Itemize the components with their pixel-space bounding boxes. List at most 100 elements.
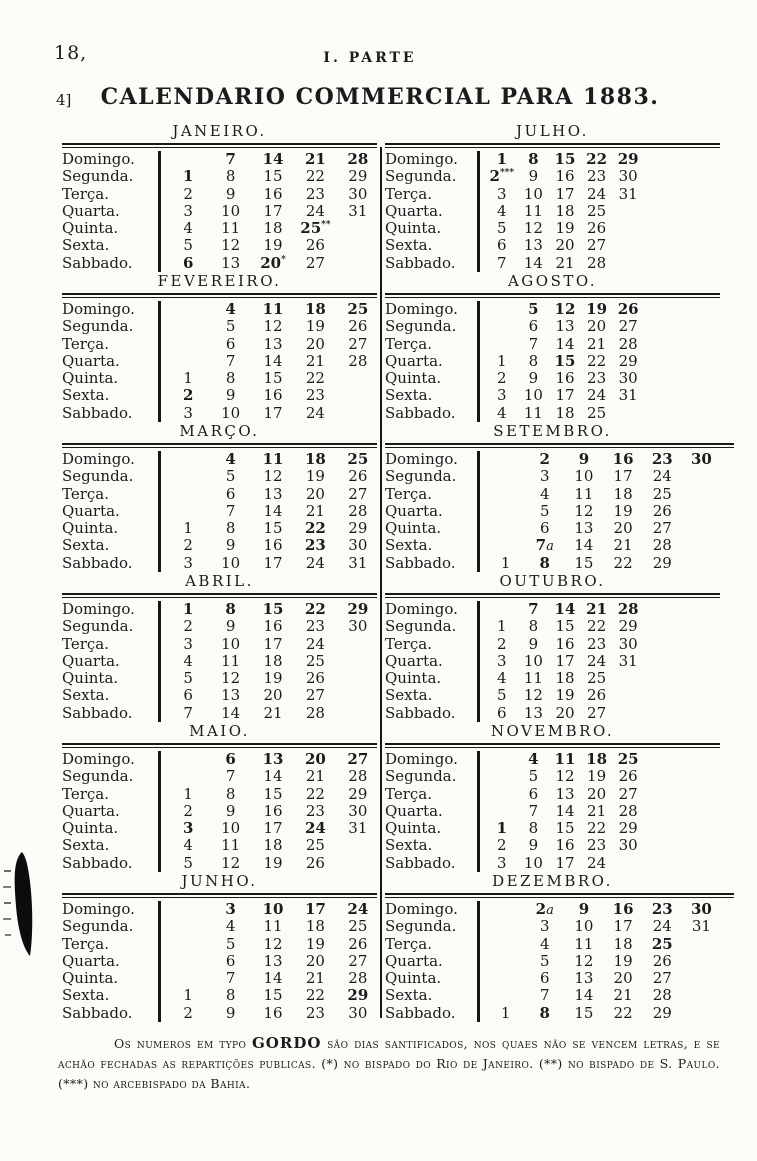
day-cell: 15 bbox=[574, 1003, 594, 1022]
day-cell: 14 bbox=[574, 986, 594, 1005]
day-cell: 21 bbox=[263, 703, 283, 722]
day-cell: 5 bbox=[183, 669, 193, 688]
day-cell: 16 bbox=[263, 386, 283, 405]
month-title: DEZEMBRO. bbox=[492, 872, 613, 890]
day-cell bbox=[167, 768, 209, 785]
day-cell: 10 bbox=[221, 201, 241, 220]
day-cell: 8 bbox=[518, 150, 550, 168]
day-row: Sexta. 5 12 19 26 bbox=[62, 236, 377, 255]
day-cell: 25** bbox=[294, 220, 336, 237]
day-cell: 15 bbox=[549, 150, 581, 168]
day-cell bbox=[337, 855, 379, 872]
day-number: 2*** bbox=[489, 167, 515, 186]
day-number: 4 bbox=[225, 300, 236, 318]
day-cell: 6 bbox=[225, 334, 236, 353]
day-cell bbox=[486, 803, 518, 820]
day-cell: 1 bbox=[486, 820, 518, 837]
week-cells: 3 10 17 24 31 bbox=[158, 201, 379, 221]
day-cell: 12 bbox=[263, 467, 283, 486]
day-cell: 9 bbox=[225, 801, 236, 820]
month-novembro: NOVEMBRO. Domingo. 4 11 18 25 Segunda. 5 12 19 26 T… bbox=[385, 720, 720, 873]
day-cell: 18 bbox=[294, 450, 336, 468]
day-number: 29 bbox=[347, 600, 369, 618]
day-cell: 13 bbox=[555, 784, 575, 803]
day-label: Quinta. bbox=[385, 819, 442, 838]
day-cell: 12 bbox=[221, 853, 241, 872]
week-cells: 4 11 18 25 bbox=[477, 484, 721, 503]
day-cell: 26 bbox=[305, 236, 325, 255]
footnote: Os numeros em typo GORDO são dias santif… bbox=[58, 1033, 720, 1094]
day-cell: 26 bbox=[652, 951, 672, 970]
day-row: Terça. 2 9 16 23 30 bbox=[385, 635, 720, 653]
day-cell: 18 bbox=[294, 300, 336, 318]
week-cells: 7 14 21 28 bbox=[158, 767, 379, 786]
day-row: Sabbado. 6 13 20* 27 bbox=[62, 254, 377, 273]
day-cell: 24 bbox=[652, 467, 672, 486]
week-cells: 3 10 17 24 31 bbox=[477, 652, 644, 671]
week-cells: 3 10 17 24 31 bbox=[477, 185, 644, 203]
day-row: Segunda. 6 13 20 27 bbox=[385, 317, 720, 336]
day-cell: 25 bbox=[305, 836, 325, 855]
day-cell: 1 bbox=[183, 369, 193, 388]
day-cell: 22 bbox=[581, 150, 613, 168]
day-cell: 25 bbox=[337, 450, 379, 468]
day-cell bbox=[167, 301, 209, 318]
day-row: Sexta. 6 13 20 27 bbox=[62, 686, 377, 705]
day-cell: 28 bbox=[587, 253, 607, 272]
day-cell: 5 bbox=[225, 934, 236, 953]
day-row: Segunda. 7 14 21 28 bbox=[62, 767, 379, 786]
day-cell: 23 bbox=[305, 386, 325, 405]
day-cell: 30 bbox=[348, 184, 368, 203]
day-cell: 13 bbox=[574, 969, 594, 988]
day-cell: 28 bbox=[337, 150, 379, 168]
day-label: Terça. bbox=[385, 334, 432, 353]
day-cell: 28 bbox=[348, 969, 368, 988]
month-maio: MAIO. Domingo. 6 13 20 27 Segunda. 7 14 21 28 Terça… bbox=[62, 720, 379, 873]
day-label: Segunda. bbox=[62, 467, 134, 486]
week-cells: 1 8 15 22 29 bbox=[158, 519, 379, 538]
day-cell: 8 bbox=[528, 819, 539, 838]
day-cell: 24 bbox=[305, 634, 325, 653]
month-title: JUNHO. bbox=[181, 872, 258, 890]
day-row: Quarta. 7 14 21 28 bbox=[385, 802, 720, 821]
day-row: Sabbado. 3 10 17 24 bbox=[385, 853, 720, 873]
day-cell: 28 bbox=[652, 536, 672, 555]
week-cells: 7 14 21 28 bbox=[158, 352, 379, 371]
day-cell: 23 bbox=[305, 184, 325, 203]
day-cell: 15 bbox=[263, 369, 283, 388]
day-cell: 7 bbox=[209, 150, 251, 168]
day-cell: 1 bbox=[497, 351, 507, 370]
day-cell: 8 bbox=[525, 554, 564, 572]
day-label: Quinta. bbox=[385, 669, 442, 688]
day-label: Sexta. bbox=[62, 686, 110, 705]
day-label: Sabbado. bbox=[385, 853, 456, 872]
day-row: Segunda. 5 12 19 26 bbox=[62, 467, 377, 486]
day-number: 30 bbox=[691, 900, 712, 918]
day-cell: 21 bbox=[581, 600, 613, 618]
week-cells: 4 11 18 25 bbox=[158, 652, 379, 671]
day-number: 1 bbox=[182, 167, 194, 186]
day-cell: 1 bbox=[500, 553, 511, 572]
day-cell: 23 bbox=[305, 801, 325, 820]
day-cell: 5 bbox=[225, 467, 236, 486]
day-cell bbox=[167, 451, 209, 468]
day-cell: 14 bbox=[263, 501, 283, 520]
month-title: FEVEREIRO. bbox=[157, 272, 282, 290]
day-cell: 29 bbox=[348, 519, 368, 538]
footnote-note-2: no bispado de S. Paulo. bbox=[562, 1055, 720, 1071]
day-cell: 18 bbox=[555, 669, 575, 688]
day-cell: 18 bbox=[263, 219, 283, 238]
day-label: Sexta. bbox=[62, 536, 110, 555]
week-cells: 4 11 18 25 bbox=[477, 935, 721, 953]
day-cell: 9 bbox=[564, 450, 603, 468]
day-cell: 27 bbox=[348, 334, 368, 353]
month-title: AGOSTO. bbox=[507, 272, 598, 290]
day-cell: 25 bbox=[652, 484, 672, 503]
day-cell: 4 bbox=[183, 836, 193, 855]
week-cells: 5 12 19 26 bbox=[477, 502, 721, 521]
day-row: Quarta. 4 11 18 25 bbox=[385, 202, 720, 221]
day-label: Segunda. bbox=[62, 317, 134, 336]
day-cell bbox=[612, 855, 644, 872]
day-row: Domingo. 2a 9 16 23 30 bbox=[385, 900, 720, 919]
day-number: 24 bbox=[347, 900, 369, 918]
